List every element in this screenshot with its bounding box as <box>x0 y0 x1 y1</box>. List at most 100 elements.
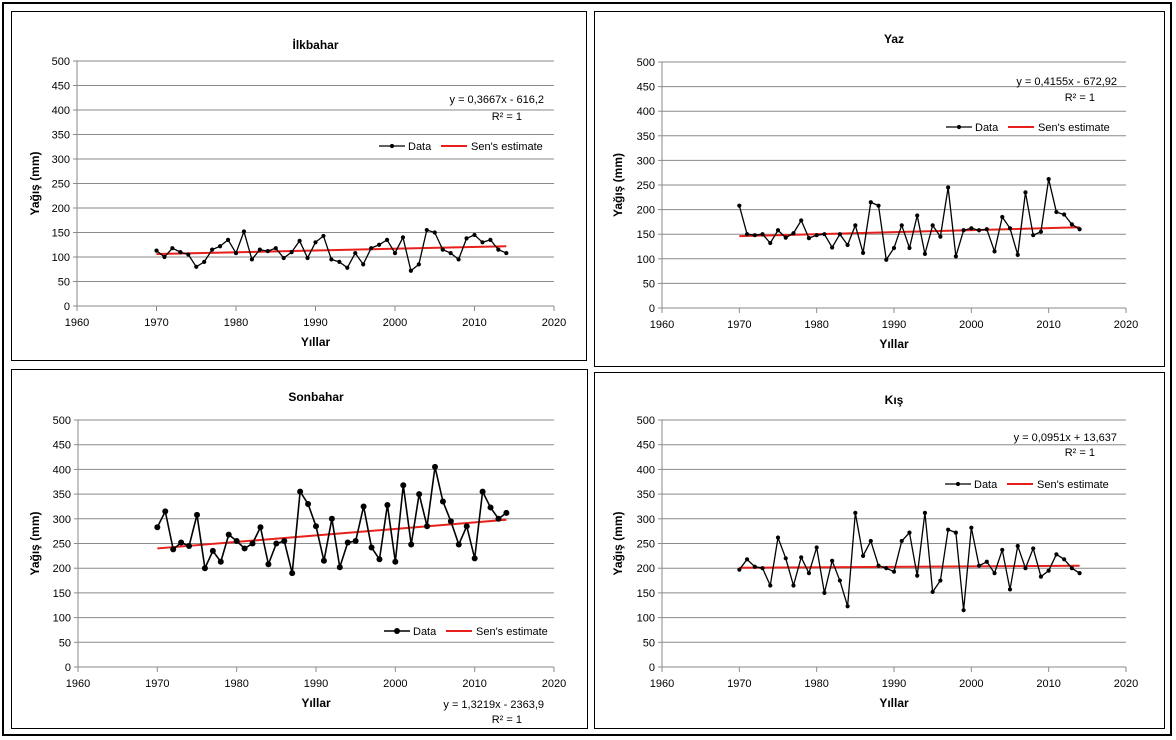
data-point <box>1015 252 1020 257</box>
data-point <box>440 247 445 252</box>
y-tick-label: 150 <box>637 229 655 241</box>
y-tick-label: 450 <box>52 81 70 93</box>
data-point <box>162 508 169 515</box>
data-point <box>249 257 254 262</box>
data-point <box>209 547 216 554</box>
data-point <box>752 233 757 238</box>
y-tick-label: 100 <box>53 613 71 625</box>
data-point <box>799 555 804 560</box>
data-point <box>830 245 835 250</box>
data-point <box>416 262 421 267</box>
data-point <box>495 515 502 522</box>
data-point <box>1023 566 1028 571</box>
trend-equation: y = 0,0951x + 13,637 <box>1014 432 1117 444</box>
data-point <box>178 250 183 255</box>
data-point <box>186 252 191 257</box>
data-point <box>853 510 858 515</box>
data-point <box>783 235 788 240</box>
legend-label-data: Data <box>408 141 432 153</box>
data-point <box>257 524 264 531</box>
data-point <box>360 503 367 510</box>
data-point <box>922 510 928 515</box>
y-tick-label: 0 <box>649 303 655 315</box>
legend-label-data: Data <box>975 122 999 134</box>
data-point <box>860 250 866 255</box>
data-point <box>225 531 232 538</box>
y-tick-label: 400 <box>637 464 655 476</box>
chart-title: Sonbahar <box>288 390 344 404</box>
data-point <box>377 242 382 247</box>
y-tick-label: 200 <box>637 563 655 575</box>
data-point <box>471 555 478 562</box>
data-point <box>503 509 510 516</box>
data-point <box>799 218 804 223</box>
data-point <box>768 583 773 588</box>
data-point <box>337 259 342 264</box>
y-tick-label: 150 <box>53 588 71 600</box>
data-point <box>265 249 270 254</box>
data-point <box>328 515 335 522</box>
x-tick-label: 2020 <box>1114 678 1138 690</box>
data-point <box>344 539 351 546</box>
data-point <box>961 608 966 613</box>
chart-panel-spring: 0 50 100 150 200 250 300 350 400 450 500 1960 1970 19… <box>11 11 587 361</box>
x-tick-label: 1980 <box>224 317 248 329</box>
data-point <box>775 228 781 233</box>
data-point <box>814 545 819 550</box>
data-point <box>392 558 399 565</box>
x-tick-label: 2000 <box>959 319 983 331</box>
data-point <box>313 240 318 245</box>
data-point <box>249 540 256 547</box>
data-point <box>837 578 842 583</box>
data-point <box>424 523 431 530</box>
data-point <box>241 229 247 234</box>
data-point <box>845 242 850 248</box>
y-tick-label: 150 <box>637 588 655 600</box>
y-tick-label: 250 <box>637 539 655 551</box>
data-point <box>400 482 407 489</box>
data-point <box>210 247 215 252</box>
data-point <box>361 262 366 267</box>
x-tick-label: 1990 <box>882 678 906 690</box>
data-point <box>178 539 185 546</box>
trend-equation: y = 0,3667x - 616,2 <box>450 94 544 106</box>
legend-marker-data <box>955 481 961 487</box>
data-point <box>984 559 989 564</box>
data-point <box>752 564 757 569</box>
legend-marker-data <box>389 143 395 149</box>
y-tick-label: 400 <box>637 106 655 118</box>
data-point <box>876 563 881 568</box>
data-point <box>876 203 881 208</box>
data-point <box>837 232 842 237</box>
legend-marker-data <box>394 628 400 634</box>
y-tick-label: 300 <box>52 154 70 166</box>
data-point <box>1054 552 1059 557</box>
data-point <box>1031 233 1036 238</box>
data-point <box>273 246 278 251</box>
data-point <box>321 233 326 239</box>
y-tick-label: 500 <box>637 57 655 69</box>
data-point <box>822 590 827 595</box>
data-point <box>969 226 974 231</box>
y-tick-label: 50 <box>59 637 71 649</box>
data-point <box>992 571 997 576</box>
data-point <box>853 223 858 228</box>
y-tick-label: 200 <box>53 563 71 575</box>
data-point <box>456 257 461 262</box>
data-point <box>408 541 415 548</box>
data-point <box>1000 547 1005 553</box>
r-squared-label: R² = 1 <box>492 111 522 123</box>
x-tick-label: 2010 <box>462 678 486 690</box>
data-point <box>961 228 966 233</box>
y-tick-label: 250 <box>637 180 655 192</box>
legend: Data Sen's estimate <box>946 122 1110 134</box>
data-point <box>392 250 398 256</box>
data-point <box>1038 229 1044 234</box>
data-point <box>186 542 193 549</box>
r-squared-label: R² = 1 <box>492 714 522 726</box>
data-point <box>938 234 943 239</box>
series-line-sens-estimate <box>157 518 507 550</box>
data-point <box>868 200 873 205</box>
y-tick-label: 200 <box>52 203 70 215</box>
